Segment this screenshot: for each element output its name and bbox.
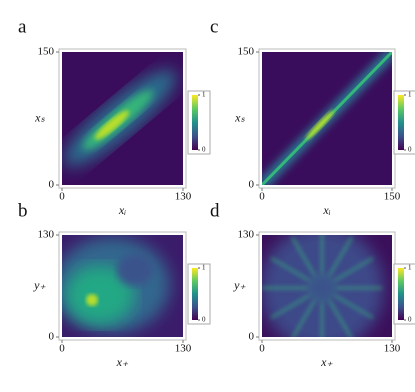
y-tick-label: 0	[49, 331, 55, 343]
image-a	[62, 52, 183, 185]
image-d	[262, 235, 392, 337]
x-tick-label: 0	[59, 343, 65, 355]
panel-label: d	[210, 200, 220, 221]
y-tick-label: 0	[249, 179, 255, 191]
plot-frame	[58, 231, 187, 341]
y-axis-label: xₛ	[34, 110, 45, 124]
y-tick-label: 130	[238, 229, 255, 241]
x-tick-label: 130	[175, 343, 192, 355]
y-axis-label: y₊	[233, 278, 246, 292]
plot-frame	[58, 48, 187, 189]
y-tick-label: 150	[238, 46, 255, 58]
y-tick-label: 130	[38, 229, 55, 241]
colorbar-frame	[393, 263, 415, 325]
colorbar-tick-label: 1	[202, 91, 206, 99]
y-axis-label: y₊	[33, 278, 46, 292]
x-tick-label: 0	[259, 343, 265, 355]
colorbar-tick-label: 0	[408, 316, 412, 324]
colorbar	[192, 95, 198, 150]
y-tick-label: 150	[38, 46, 55, 58]
image-c	[262, 52, 392, 185]
colorbar-frame	[187, 90, 211, 155]
y-tick-label: 0	[249, 331, 255, 343]
colorbar-tick-label: 1	[202, 264, 206, 272]
colorbar-frame	[393, 90, 415, 155]
colorbar-tick-label: 0	[408, 146, 412, 154]
x-tick-label: 130	[384, 343, 401, 355]
colorbar-tick-label: 0	[202, 146, 206, 154]
x-axis-label: x₊	[320, 355, 333, 369]
colorbar-frame	[187, 263, 211, 325]
panel-label: c	[210, 16, 218, 37]
x-axis-label: x₊	[116, 355, 129, 369]
colorbar	[398, 95, 404, 150]
colorbar-tick-label: 0	[202, 316, 206, 324]
panel-label: b	[18, 200, 28, 221]
x-tick-label: 130	[175, 191, 192, 203]
colorbar-tick-label: 1	[408, 91, 412, 99]
x-axis-label: xᵢ	[118, 203, 126, 217]
x-tick-label: 0	[259, 191, 265, 203]
x-tick-label: 150	[384, 191, 401, 203]
image-b	[62, 235, 183, 337]
y-tick-label: 0	[49, 179, 55, 191]
colorbar	[398, 268, 404, 320]
x-axis-label: xᵢ	[322, 203, 330, 217]
colorbar	[192, 268, 198, 320]
x-tick-label: 0	[59, 191, 65, 203]
colorbar-tick-label: 1	[408, 264, 412, 272]
y-axis-label: xₛ	[234, 110, 245, 124]
panel-label: a	[18, 16, 27, 37]
